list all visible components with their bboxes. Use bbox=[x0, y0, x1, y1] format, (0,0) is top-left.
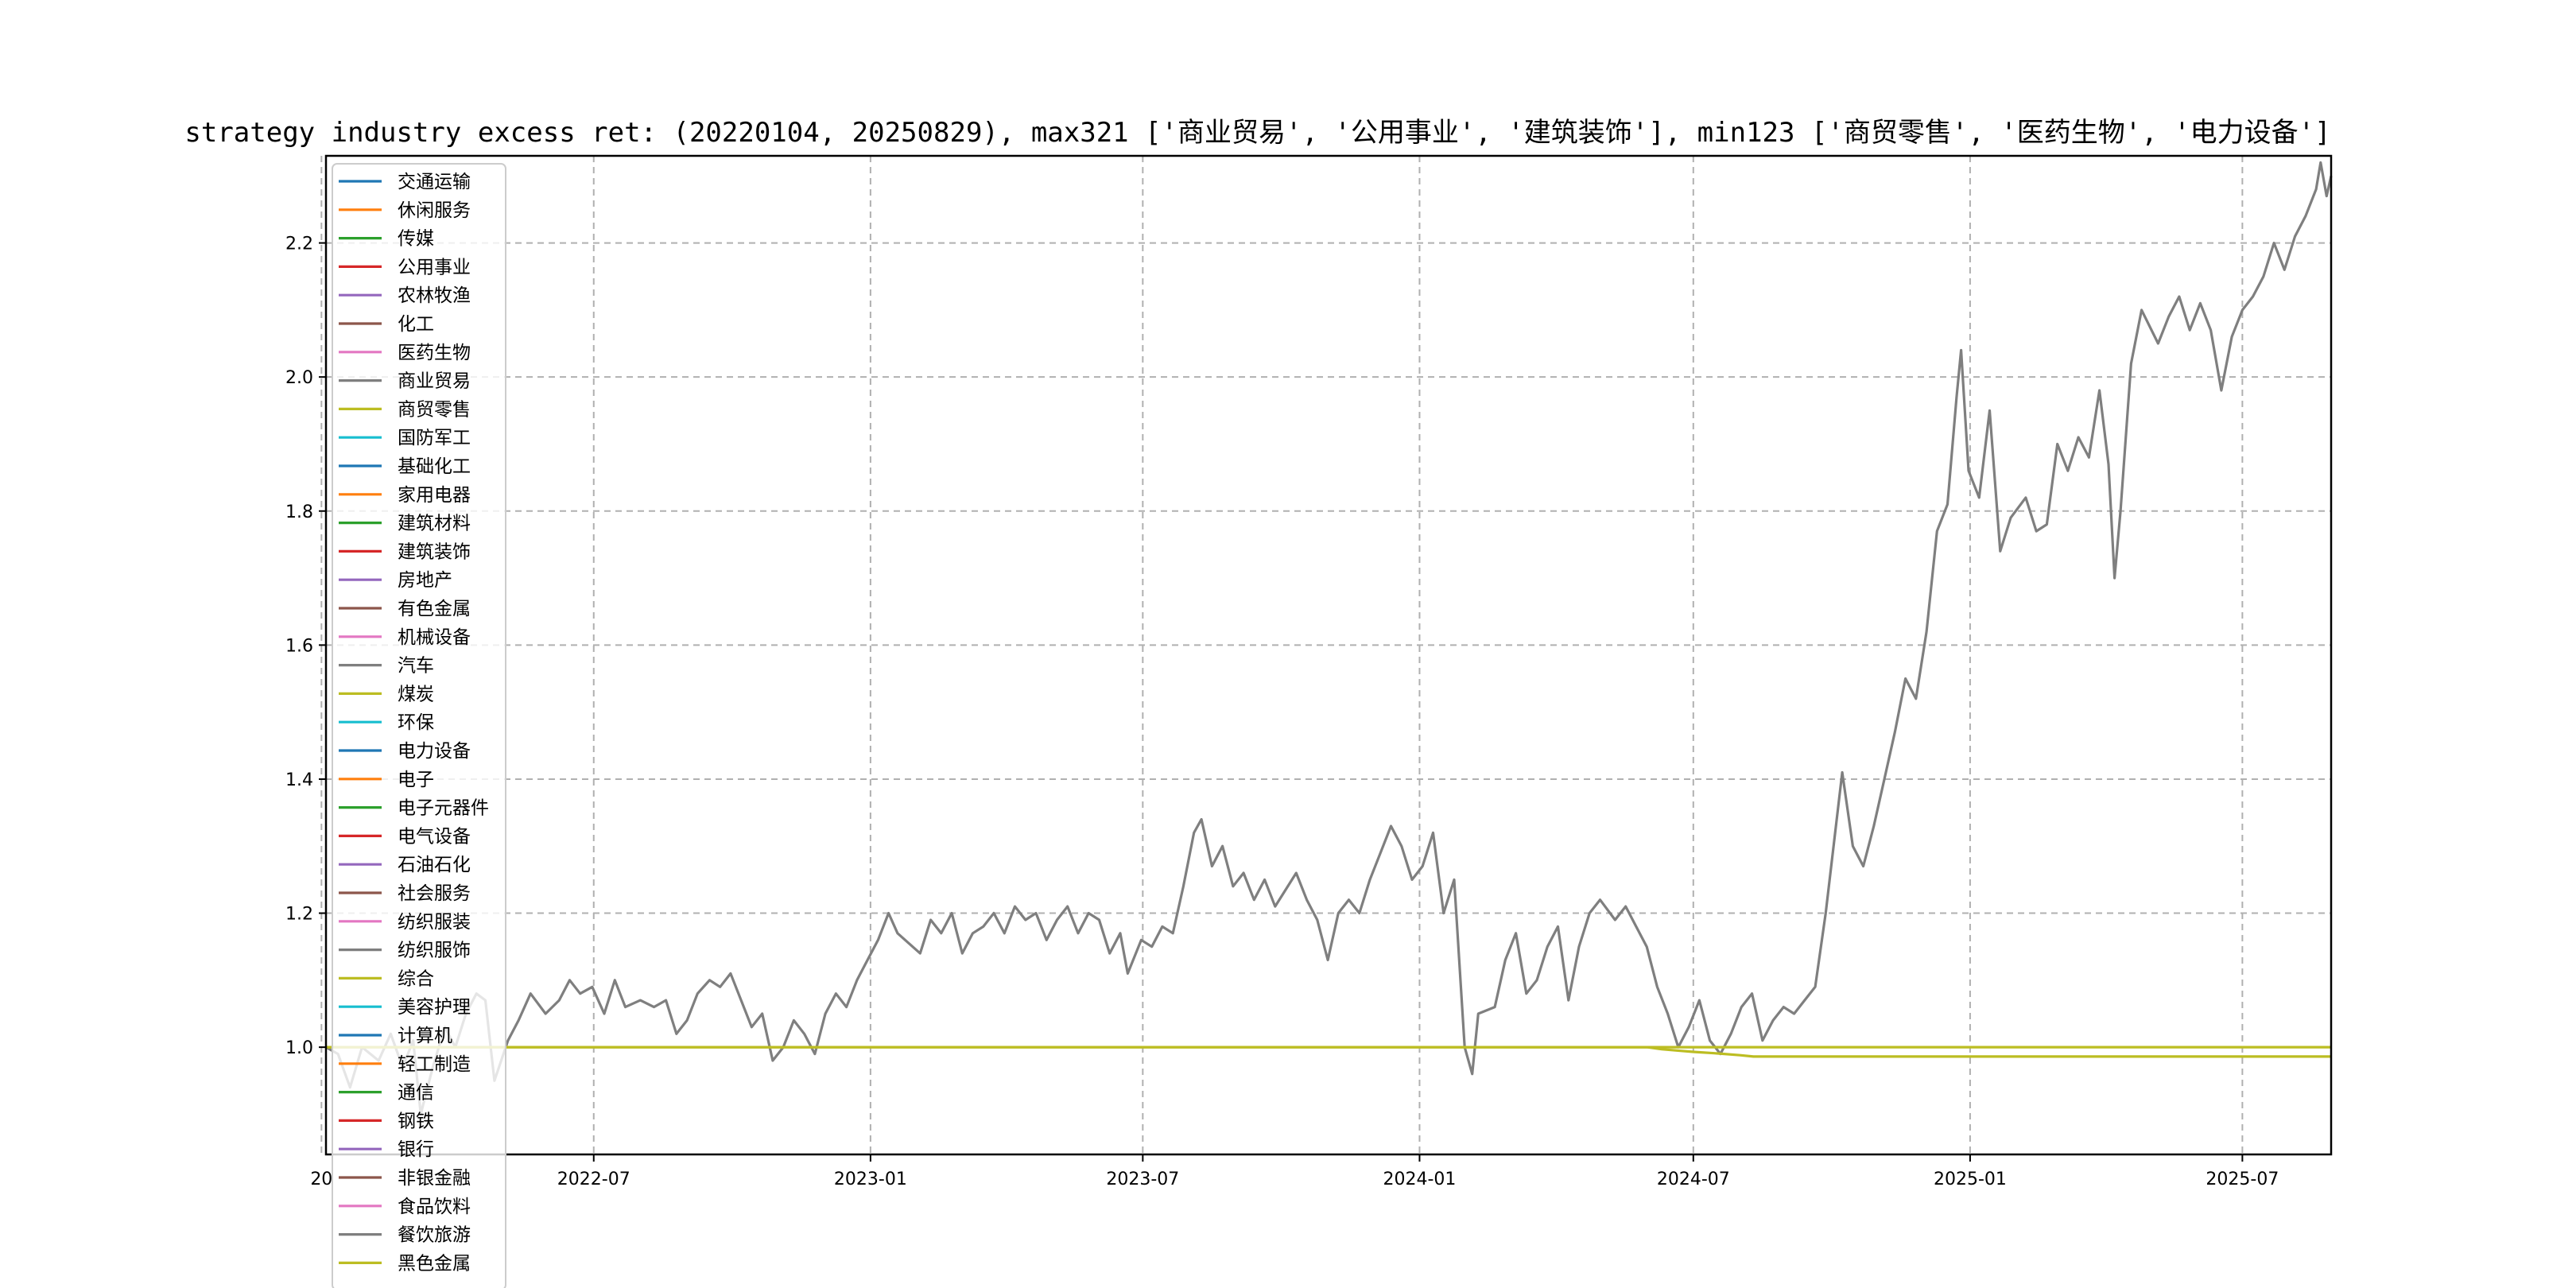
legend-label: 轻工制造 bbox=[398, 1054, 471, 1075]
legend-label: 传媒 bbox=[398, 229, 434, 250]
legend-label: 非银金融 bbox=[398, 1168, 471, 1189]
series-line bbox=[326, 1046, 2331, 1058]
y-tick-label: 2.2 bbox=[285, 235, 313, 254]
chart-title: strategy industry excess ret: (20220104,… bbox=[184, 117, 2330, 149]
legend-label: 建筑材料 bbox=[398, 514, 471, 534]
y-tick-label: 1.2 bbox=[285, 905, 313, 925]
x-tick-label: 2025-01 bbox=[1934, 1170, 2007, 1189]
legend-label: 通信 bbox=[398, 1083, 434, 1104]
x-tick-label: 2022-07 bbox=[557, 1170, 630, 1189]
legend-label: 交通运输 bbox=[398, 172, 471, 192]
legend-label: 石油石化 bbox=[398, 855, 471, 875]
legend-label: 房地产 bbox=[398, 570, 452, 591]
legend-label: 国防军工 bbox=[398, 428, 471, 448]
legend-label: 黑色金属 bbox=[398, 1253, 471, 1274]
legend-label: 电子 bbox=[398, 770, 434, 790]
legend-label: 家用电器 bbox=[398, 485, 471, 506]
series-line bbox=[325, 161, 2333, 1116]
x-tick-label: 2024-01 bbox=[1383, 1170, 1457, 1189]
legend-label: 基础化工 bbox=[398, 456, 471, 477]
y-tick-label: 1.4 bbox=[285, 770, 313, 790]
y-tick-label: 2.0 bbox=[285, 368, 313, 388]
y-axis: 1.0 1.2 1.4 1.6 1.8 2.0 2.2 bbox=[285, 235, 326, 1058]
plot-area-frame bbox=[324, 154, 2333, 1156]
legend-label: 环保 bbox=[398, 712, 434, 733]
legend-label: 电力设备 bbox=[398, 741, 471, 762]
y-tick-label: 1.8 bbox=[285, 502, 313, 522]
y-tick-label: 1.0 bbox=[285, 1038, 313, 1058]
x-tick-label: 2023-01 bbox=[834, 1170, 907, 1189]
legend-label: 美容护理 bbox=[398, 997, 471, 1018]
legend-label: 计算机 bbox=[398, 1026, 452, 1046]
y-tick-label: 1.6 bbox=[285, 636, 313, 656]
legend-label: 机械设备 bbox=[398, 627, 471, 648]
legend-label: 社会服务 bbox=[398, 883, 471, 904]
legend-label: 公用事业 bbox=[398, 257, 471, 277]
legend-label: 休闲服务 bbox=[398, 200, 471, 221]
x-axis: 2022-07 2023-01 2023-07 2024-01 2024-07 2025-… bbox=[310, 1154, 2279, 1189]
legend-label: 有色金属 bbox=[398, 599, 471, 619]
legend: 交通运输休闲服务传媒公用事业农林牧渔化工医药生物商业贸易商贸零售国防军工基础化工… bbox=[332, 163, 506, 1288]
legend-label: 农林牧渔 bbox=[398, 285, 471, 306]
x-tick-label: 2023-07 bbox=[1106, 1170, 1179, 1189]
x-tick-label: 20 bbox=[310, 1170, 332, 1189]
legend-label: 煤炭 bbox=[398, 684, 434, 704]
legend-label: 电气设备 bbox=[398, 826, 471, 847]
legend-label: 电子元器件 bbox=[398, 798, 489, 819]
series-lines bbox=[325, 161, 2333, 1116]
legend-label: 银行 bbox=[398, 1139, 434, 1160]
legend-label: 汽车 bbox=[398, 656, 434, 677]
legend-label: 医药生物 bbox=[398, 343, 471, 363]
legend-label: 纺织服饰 bbox=[398, 941, 471, 961]
legend-label: 商业贸易 bbox=[398, 371, 471, 392]
legend-label: 商贸零售 bbox=[398, 399, 471, 420]
legend-label: 钢铁 bbox=[398, 1111, 434, 1131]
legend-label: 纺织服装 bbox=[398, 912, 471, 933]
legend-label: 建筑装饰 bbox=[398, 541, 471, 562]
x-tick-label: 2024-07 bbox=[1657, 1170, 1730, 1189]
legend-label: 食品饮料 bbox=[398, 1197, 471, 1217]
grid bbox=[320, 156, 2331, 1154]
legend-label: 餐饮旅游 bbox=[398, 1225, 471, 1246]
x-tick-label: 2025-07 bbox=[2206, 1170, 2279, 1189]
legend-label: 综合 bbox=[398, 968, 434, 989]
legend-label: 化工 bbox=[398, 314, 434, 335]
